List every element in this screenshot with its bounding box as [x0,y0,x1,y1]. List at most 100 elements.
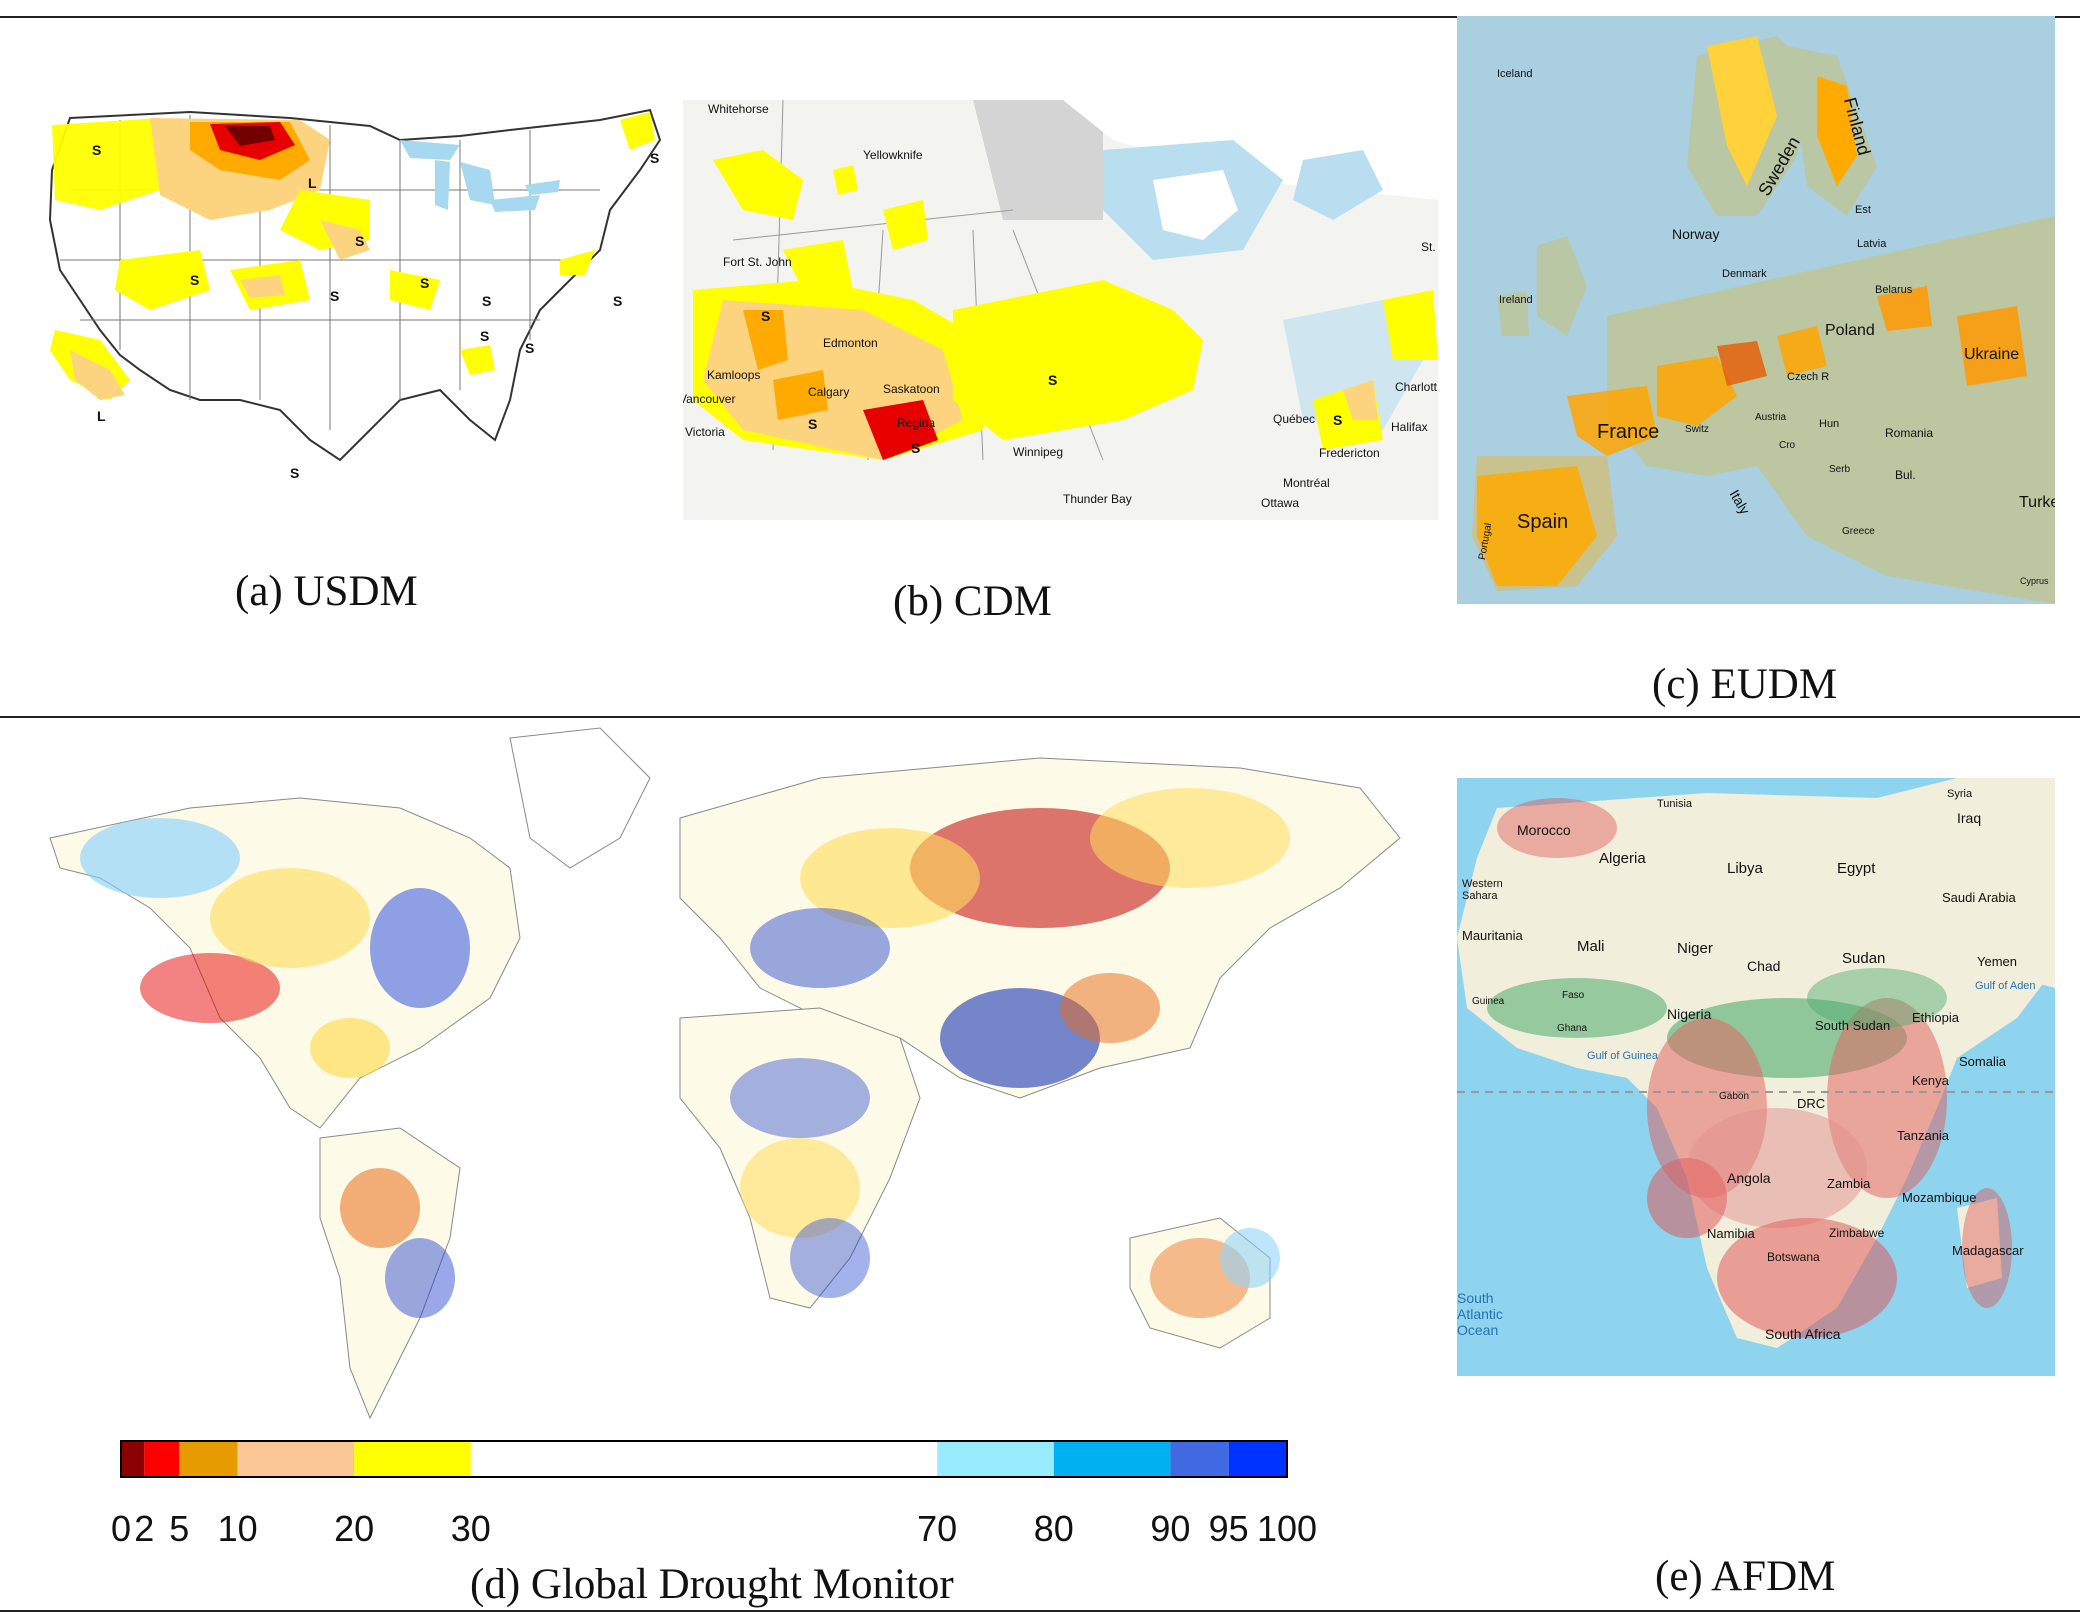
af-drc: DRC [1797,1096,1826,1111]
city-winnipeg: Winnipeg [1013,445,1064,459]
usdm-map: S S S S S S S S S S S L L [40,100,680,490]
usdm-label-9: S [525,340,535,356]
af-libya: Libya [1727,860,1763,877]
city-saskatoon: Saskatoon [883,382,940,396]
eu-romania: Romania [1885,426,1934,440]
colorbar-segment [354,1441,471,1477]
eu-cyprus: Cyprus [2020,576,2049,586]
city-whitehorse: Whitehorse [708,102,769,116]
bottom-rule [0,1610,2080,1612]
colorbar-segment [470,1441,938,1477]
eu-est: Est [1855,204,1871,216]
cdm-map: Whitehorse Yellowknife Fort St. John Edm… [683,100,1438,520]
eu-france: France [1597,421,1660,443]
colorbar-tick-label: 2 [134,1508,155,1549]
eu-turke: Turke [2019,494,2055,511]
afdm-map: Tunisia Syria Morocco Iraq Algeria Libya… [1457,778,2055,1376]
af-algeria: Algeria [1599,850,1646,867]
colorbar-segments [121,1441,1287,1477]
af-guinea: Guinea [1472,996,1505,1007]
af-saudi-arabia: Saudi Arabia [1942,890,2016,905]
eu-switz: Switz [1685,424,1709,435]
colorbar-tick-label: 80 [1033,1508,1074,1549]
city-victoria: Victoria [685,425,725,439]
caption-d: (d) Global Drought Monitor [470,1561,954,1608]
usdm-label-1: S [92,142,102,158]
colorbar-segment [237,1441,355,1477]
colorbar-tick-label: 70 [917,1508,958,1549]
eu-spain: Spain [1517,511,1569,533]
usdm-label-3: S [330,288,340,304]
eudm-map-graphic [1457,16,2055,604]
af-syria: Syria [1947,788,1973,800]
eu-norway: Norway [1672,226,1720,242]
eu-bul: Bul. [1895,468,1916,482]
eu-ireland: Ireland [1499,294,1533,306]
af-south-africa: South Africa [1765,1326,1841,1342]
af-yemen: Yemen [1977,954,2017,969]
eu-iceland: Iceland [1497,68,1533,80]
af-mozambique: Mozambique [1902,1190,1977,1205]
city-regina: Regina [897,416,936,430]
eu-austria: Austria [1755,412,1787,423]
global-drought-map [40,718,1415,1428]
cdm-label-2: S [808,416,818,432]
city-quebec: Québec [1273,412,1316,426]
usdm-label-11: S [650,150,660,166]
af-botswana: Botswana [1767,1250,1820,1264]
colorbar [120,1440,1288,1478]
top-rule [0,16,2080,18]
usdm-label-13: L [97,408,106,424]
city-charlott: Charlott [1395,380,1438,394]
cdm-label-5: S [1333,412,1343,428]
city-yellowknife: Yellowknife [863,148,923,162]
af-morocco: Morocco [1517,822,1571,838]
city-kamloops: Kamloops [707,368,761,382]
city-edmonton: Edmonton [823,336,878,350]
eu-belarus: Belarus [1875,284,1913,296]
caption-e: (e) AFDM [1655,1553,1836,1600]
af-sudan: Sudan [1842,950,1886,967]
af-angola: Angola [1727,1170,1771,1186]
colorbar-tick-label: 90 [1150,1508,1191,1549]
af-faso: Faso [1562,990,1585,1001]
af-mali: Mali [1577,938,1605,955]
middle-rule [0,716,2080,718]
cdm-label-3: S [911,440,921,456]
city-fredericton: Fredericton [1319,446,1380,460]
colorbar-segment [179,1441,238,1477]
usdm-label-10: S [290,465,300,481]
af-kenya: Kenya [1912,1073,1949,1088]
caption-b: (b) CDM [893,578,1052,625]
colorbar-tick-label: 5 [169,1508,190,1549]
eudm-map: Iceland Sweden Finland Norway Est Latvia… [1457,16,2055,604]
global-map-graphic [40,718,1415,1428]
cdm-map-graphic [683,100,1438,520]
af-zambia: Zambia [1827,1176,1871,1191]
caption-a: (a) USDM [235,568,418,615]
eu-greece: Greece [1842,526,1875,537]
colorbar-segment [1228,1441,1287,1477]
colorbar-tick-label: 0 [110,1508,132,1549]
af-iraq: Iraq [1957,810,1982,826]
eu-serb: Serb [1829,464,1851,475]
colorbar-segment [121,1441,145,1477]
af-niger: Niger [1677,940,1713,957]
city-thunder-bay: Thunder Bay [1063,492,1132,506]
usdm-map-graphic [48,108,662,462]
colorbar-segment [1053,1441,1171,1477]
usdm-label-7: S [613,293,623,309]
eu-cro: Cro [1779,440,1796,451]
af-gulf-of-guinea: Gulf of Guinea [1587,1050,1658,1062]
eu-denmark: Denmark [1722,268,1767,280]
eu-hun: Hun [1819,418,1840,430]
af-south-sudan: South Sudan [1815,1018,1891,1033]
city-fort-st-john: Fort St. John [723,255,792,269]
usdm-label-5: S [420,275,430,291]
eu-ukraine: Ukraine [1964,346,2020,363]
eu-czech: Czech R [1787,371,1830,383]
af-namibia: Namibia [1707,1226,1755,1241]
usdm-label-8: S [480,328,490,344]
cdm-label-4: S [1048,372,1058,388]
af-mauritania: Mauritania [1462,928,1523,943]
